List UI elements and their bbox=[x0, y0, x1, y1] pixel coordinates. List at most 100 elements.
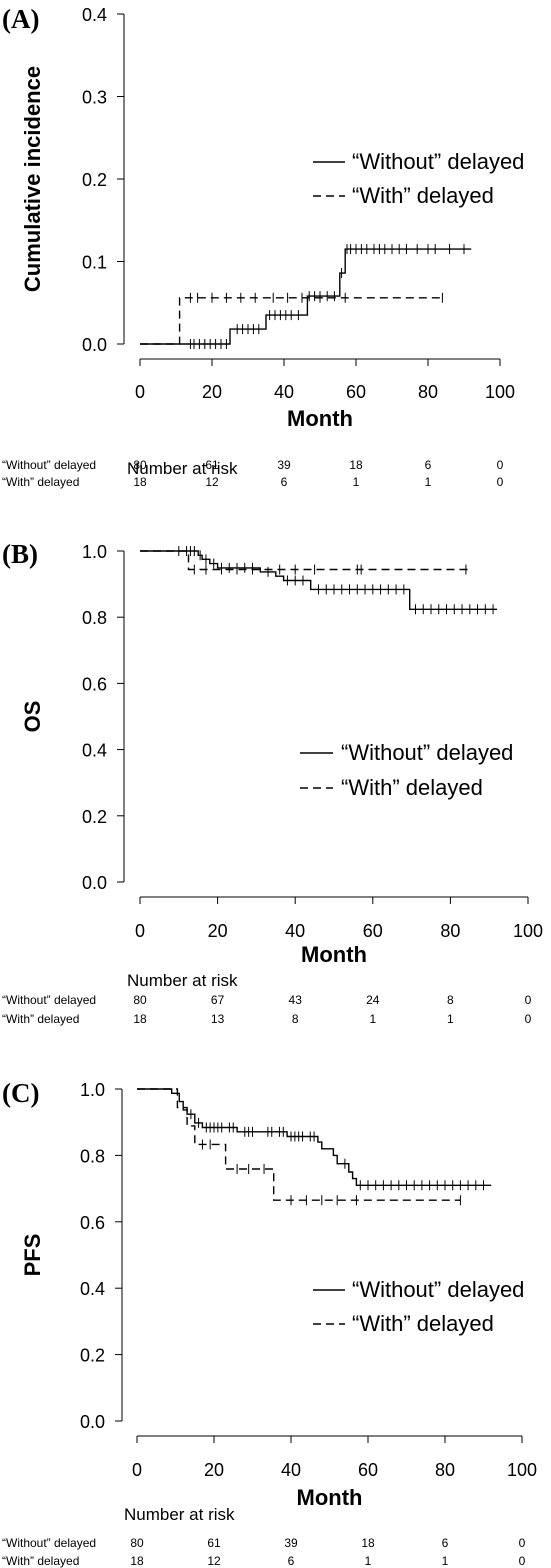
y-tick-label: 0.1 bbox=[82, 253, 107, 273]
risk-table-title: Number at risk bbox=[127, 459, 238, 478]
risk-value: 0 bbox=[525, 1012, 532, 1026]
y-tick-label: 0.0 bbox=[82, 335, 107, 355]
y-tick-label: 0.2 bbox=[80, 1346, 105, 1366]
series-with-delayed-line bbox=[140, 297, 443, 345]
risk-value: 18 bbox=[133, 1012, 147, 1026]
risk-table-title: Number at risk bbox=[127, 971, 238, 990]
legend-label: “With” delayed bbox=[352, 1311, 494, 1336]
risk-value: 39 bbox=[284, 1536, 298, 1550]
risk-value: 6 bbox=[425, 458, 432, 472]
series-without-delayed-line bbox=[137, 1088, 492, 1187]
risk-row-label: “With” delayed bbox=[2, 1554, 79, 1568]
risk-value: 1 bbox=[447, 1012, 454, 1026]
x-tick-label: 20 bbox=[202, 382, 222, 402]
series-with-delayed-line bbox=[137, 1088, 461, 1201]
risk-table-title: Number at risk bbox=[124, 1505, 235, 1524]
risk-value: 0 bbox=[519, 1554, 526, 1568]
y-tick-label: 0.0 bbox=[80, 1412, 105, 1432]
x-tick-label: 60 bbox=[358, 1460, 378, 1480]
risk-value: 6 bbox=[442, 1536, 449, 1550]
y-tick-label: 0.8 bbox=[82, 608, 107, 628]
x-axis-label: Month bbox=[297, 1485, 363, 1510]
y-tick-label: 1.0 bbox=[80, 1080, 105, 1100]
y-tick-label: 0.8 bbox=[80, 1146, 105, 1166]
x-tick-label: 20 bbox=[208, 921, 228, 941]
y-tick-label: 0.0 bbox=[82, 873, 107, 893]
legend-label: “Without” delayed bbox=[352, 149, 524, 174]
y-axis-label: PFS bbox=[20, 1234, 45, 1277]
risk-row-label: “With” delayed bbox=[2, 1012, 79, 1026]
x-tick-label: 60 bbox=[363, 921, 383, 941]
x-tick-label: 80 bbox=[418, 382, 438, 402]
x-tick-label: 100 bbox=[485, 382, 515, 402]
x-tick-label: 80 bbox=[440, 921, 460, 941]
x-tick-label: 0 bbox=[135, 382, 145, 402]
risk-value: 0 bbox=[525, 993, 532, 1007]
risk-row-label: “Without” delayed bbox=[2, 1536, 96, 1550]
y-tick-label: 0.3 bbox=[82, 88, 107, 108]
y-tick-label: 1.0 bbox=[82, 542, 107, 562]
risk-row-label: “With” delayed bbox=[2, 475, 79, 489]
panel-label: (B) bbox=[2, 539, 38, 569]
y-tick-label: 0.4 bbox=[82, 741, 107, 761]
risk-value: 61 bbox=[205, 458, 219, 472]
risk-value: 1 bbox=[369, 1012, 376, 1026]
risk-value: 18 bbox=[130, 1554, 144, 1568]
legend-label: “With” delayed bbox=[341, 775, 483, 800]
risk-row-label: “Without” delayed bbox=[2, 458, 96, 472]
x-tick-label: 80 bbox=[435, 1460, 455, 1480]
risk-value: 39 bbox=[277, 458, 291, 472]
risk-value: 80 bbox=[130, 1536, 144, 1550]
series-without-delayed-line bbox=[140, 248, 472, 345]
x-tick-label: 100 bbox=[507, 1460, 537, 1480]
x-tick-label: 100 bbox=[513, 921, 543, 941]
y-tick-label: 0.6 bbox=[80, 1213, 105, 1233]
risk-value: 43 bbox=[289, 993, 303, 1007]
risk-value: 61 bbox=[207, 1536, 221, 1550]
series-with-delayed-line bbox=[140, 550, 470, 571]
risk-value: 0 bbox=[497, 475, 504, 489]
x-tick-label: 40 bbox=[281, 1460, 301, 1480]
x-axis-label: Month bbox=[301, 942, 367, 967]
risk-value: 0 bbox=[519, 1536, 526, 1550]
y-tick-label: 0.2 bbox=[82, 807, 107, 827]
x-tick-label: 0 bbox=[132, 1460, 142, 1480]
panel-label: (C) bbox=[2, 1078, 39, 1108]
risk-value: 80 bbox=[133, 993, 147, 1007]
risk-value: 1 bbox=[353, 475, 360, 489]
panel-label: (A) bbox=[2, 4, 39, 34]
x-tick-label: 40 bbox=[285, 921, 305, 941]
y-tick-label: 0.2 bbox=[82, 170, 107, 190]
x-tick-label: 60 bbox=[346, 382, 366, 402]
panel-a: (A) 0.0 0.1 0.2 0.3 0.4 Cumulative incidence 0 2… bbox=[2, 4, 524, 489]
risk-value: 1 bbox=[365, 1554, 372, 1568]
risk-value: 8 bbox=[447, 993, 454, 1007]
y-axis-label: OS bbox=[20, 701, 45, 733]
risk-row-label: “Without” delayed bbox=[2, 993, 96, 1007]
risk-value: 80 bbox=[133, 458, 147, 472]
x-axis-label: Month bbox=[287, 406, 353, 431]
y-tick-label: 0.4 bbox=[80, 1279, 105, 1299]
risk-value: 13 bbox=[211, 1012, 225, 1026]
x-tick-label: 40 bbox=[274, 382, 294, 402]
y-axis-label: Cumulative incidence bbox=[20, 66, 45, 292]
risk-value: 12 bbox=[205, 475, 219, 489]
x-tick-label: 0 bbox=[135, 921, 145, 941]
risk-value: 1 bbox=[442, 1554, 449, 1568]
risk-value: 18 bbox=[349, 458, 363, 472]
risk-value: 6 bbox=[281, 475, 288, 489]
series-without-delayed-line bbox=[140, 550, 497, 610]
risk-value: 24 bbox=[366, 993, 380, 1007]
legend-label: “With” delayed bbox=[352, 183, 494, 208]
risk-value: 0 bbox=[497, 458, 504, 472]
legend-label: “Without” delayed bbox=[352, 1277, 524, 1302]
risk-value: 18 bbox=[133, 475, 147, 489]
risk-value: 6 bbox=[288, 1554, 295, 1568]
y-tick-label: 0.6 bbox=[82, 674, 107, 694]
risk-value: 67 bbox=[211, 993, 225, 1007]
risk-value: 18 bbox=[361, 1536, 375, 1550]
risk-value: 12 bbox=[207, 1554, 221, 1568]
